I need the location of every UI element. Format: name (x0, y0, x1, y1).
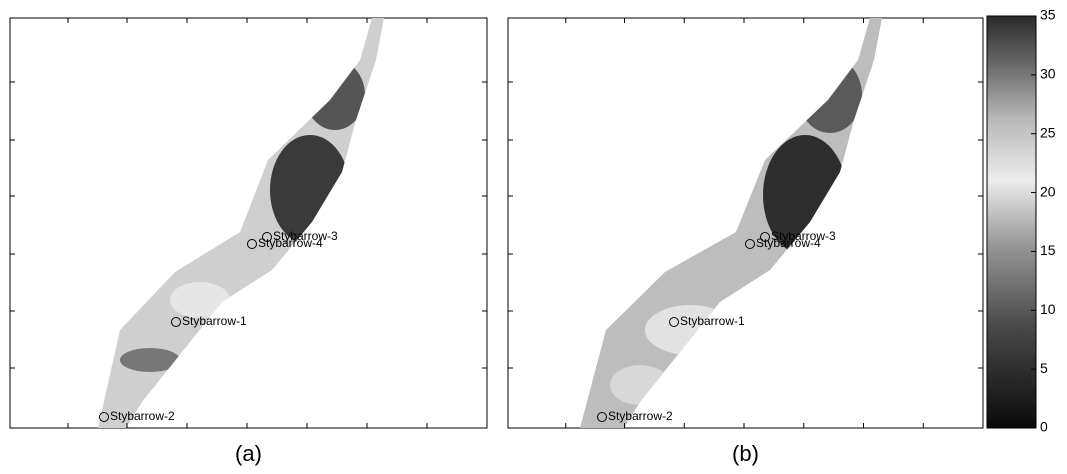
colorbar-tick-label: 10 (1040, 301, 1056, 317)
well-label: Stybarrow-1 (182, 314, 247, 328)
colorbar-tick-label: 20 (1040, 183, 1056, 199)
colorbar-tick-label: 25 (1040, 124, 1056, 140)
figure: (a)Stybarrow-3Stybarrow-4Stybarrow-1Styb… (0, 0, 1067, 474)
well-label: Stybarrow-2 (110, 409, 175, 423)
colorbar-tick-label: 0 (1040, 419, 1048, 435)
colorbar-tick-label: 30 (1040, 66, 1056, 82)
well-label: Stybarrow-4 (756, 236, 821, 250)
panel-label: (a) (235, 441, 262, 466)
colorbar-tick-label: 35 (1040, 7, 1056, 23)
panel-a (10, 18, 487, 428)
panel-label: (b) (732, 441, 759, 466)
colorbar-tick-label: 15 (1040, 242, 1056, 258)
well-label: Stybarrow-1 (680, 314, 745, 328)
panel-b (508, 18, 983, 428)
well-label: Stybarrow-2 (608, 409, 673, 423)
colorbar-tick-label: 5 (1040, 360, 1048, 376)
well-label: Stybarrow-4 (258, 236, 323, 250)
colorbar (987, 16, 1036, 428)
